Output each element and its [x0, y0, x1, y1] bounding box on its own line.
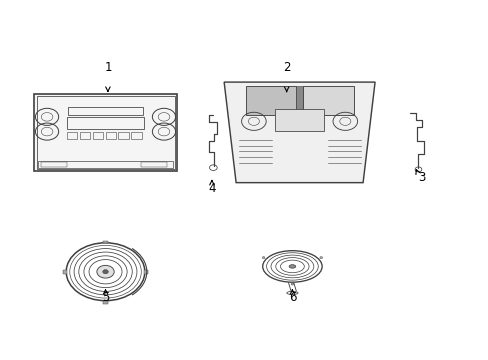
Bar — [275, 109, 323, 131]
Bar — [92, 132, 102, 139]
Bar — [302, 86, 353, 115]
Bar — [39, 161, 172, 168]
Bar — [37, 96, 174, 169]
Text: 4: 4 — [208, 182, 215, 195]
Bar — [66, 132, 77, 139]
Circle shape — [290, 283, 293, 285]
Bar — [245, 86, 296, 115]
Bar — [41, 162, 66, 167]
Bar — [105, 132, 116, 139]
Bar — [144, 270, 148, 274]
Polygon shape — [224, 82, 374, 183]
Bar — [141, 162, 167, 167]
Bar — [62, 270, 66, 274]
Text: 2: 2 — [283, 61, 290, 74]
Circle shape — [102, 270, 108, 274]
Text: 5: 5 — [102, 291, 109, 304]
Bar — [66, 117, 144, 129]
Circle shape — [319, 257, 322, 258]
Ellipse shape — [288, 265, 295, 268]
Bar — [131, 132, 141, 139]
Text: 6: 6 — [288, 291, 296, 304]
Bar — [80, 132, 90, 139]
Bar — [68, 107, 142, 115]
Circle shape — [97, 265, 114, 278]
Bar — [296, 86, 302, 115]
Bar — [102, 240, 108, 243]
Text: 1: 1 — [104, 61, 111, 74]
Bar — [118, 132, 128, 139]
Bar — [34, 94, 177, 171]
Bar — [102, 301, 108, 303]
Text: 3: 3 — [417, 171, 425, 184]
Circle shape — [262, 257, 264, 258]
